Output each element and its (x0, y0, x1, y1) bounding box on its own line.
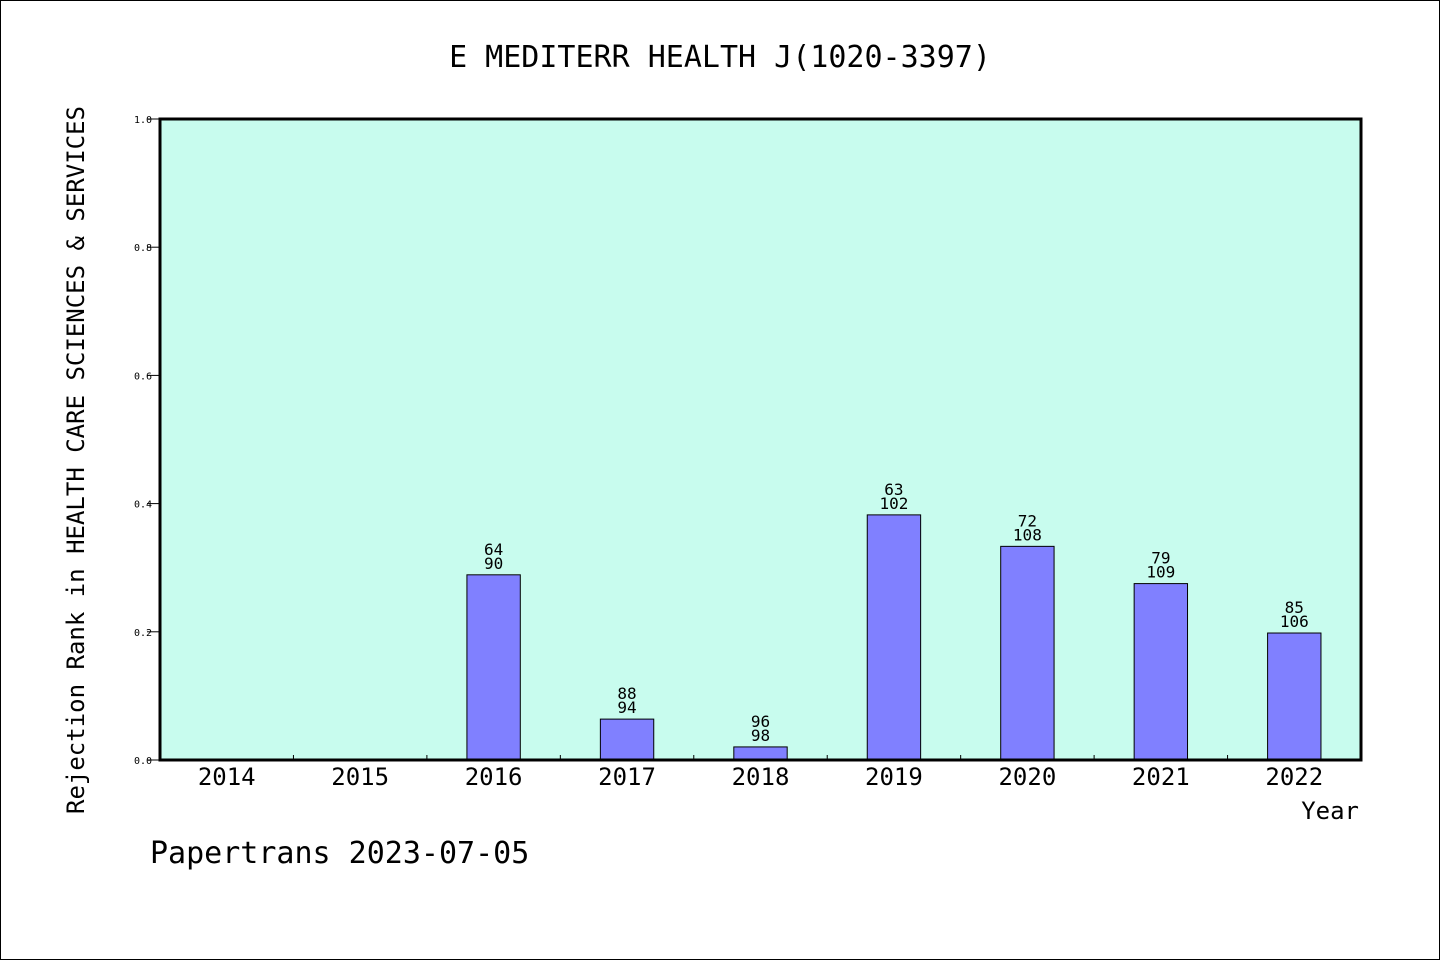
bar-label-top: 85 (1285, 598, 1304, 617)
y-tick-label: 0.2 (134, 628, 152, 639)
bar-label-bottom: 98 (751, 726, 770, 745)
x-tick-label: 2017 (598, 763, 656, 791)
y-tick-label: 0.6 (134, 371, 152, 382)
x-tick-label: 2019 (865, 763, 923, 791)
chart-title: E MEDITERR HEALTH J(1020-3397) (449, 40, 991, 75)
x-axis-title: Year (1301, 797, 1359, 825)
bar-label-top: 64 (484, 540, 503, 559)
bar-label-bottom: 108 (1013, 525, 1042, 544)
bar-label-top: 79 (1151, 549, 1170, 568)
y-axis-title: Rejection Rank in HEALTH CARE SCIENCES &… (62, 106, 90, 814)
bar-series (466, 514, 1322, 761)
bar-2021 (1133, 583, 1189, 761)
x-tick-label: 2021 (1132, 763, 1190, 791)
y-axis: 0.0 0.2 0.4 0.6 0.8 1.0 (134, 115, 160, 767)
bar-label-bottom: 94 (617, 698, 636, 717)
bar-label-top: 88 (617, 684, 636, 703)
bar-2019 (866, 514, 922, 761)
x-tick-label: 2014 (198, 763, 256, 791)
y-tick-label: 0.0 (134, 756, 152, 767)
bar-2020 (1000, 545, 1055, 761)
bar-2016 (466, 574, 521, 761)
y-tick-label: 0.4 (134, 500, 152, 511)
plot-border (158, 117, 1363, 762)
y-tick-label: 0.8 (134, 243, 152, 254)
bar-label-bottom: 106 (1280, 612, 1309, 631)
x-tick-label: 2018 (732, 763, 790, 791)
bar-2017 (599, 718, 655, 761)
bar-2022 (1267, 632, 1322, 761)
x-tick-label: 2016 (465, 763, 523, 791)
bar-label-top: 72 (1018, 511, 1037, 530)
x-tick-label: 2022 (1265, 763, 1323, 791)
x-axis: 2014 2015 2016 2017 2018 2019 2020 2021 2022 (198, 755, 1323, 791)
bar-label-top: 63 (884, 480, 903, 499)
bar-label-top: 96 (751, 712, 770, 731)
bar-2018 (733, 746, 788, 761)
footer-stamp: Papertrans 2023-07-05 (150, 836, 529, 871)
x-tick-label: 2020 (998, 763, 1056, 791)
bar-label-bottom: 109 (1146, 563, 1175, 582)
bar-label-bottom: 90 (484, 554, 503, 573)
bar-label-bottom: 102 (879, 494, 908, 513)
y-tick-label: 1.0 (134, 115, 152, 126)
x-tick-label: 2015 (331, 763, 389, 791)
